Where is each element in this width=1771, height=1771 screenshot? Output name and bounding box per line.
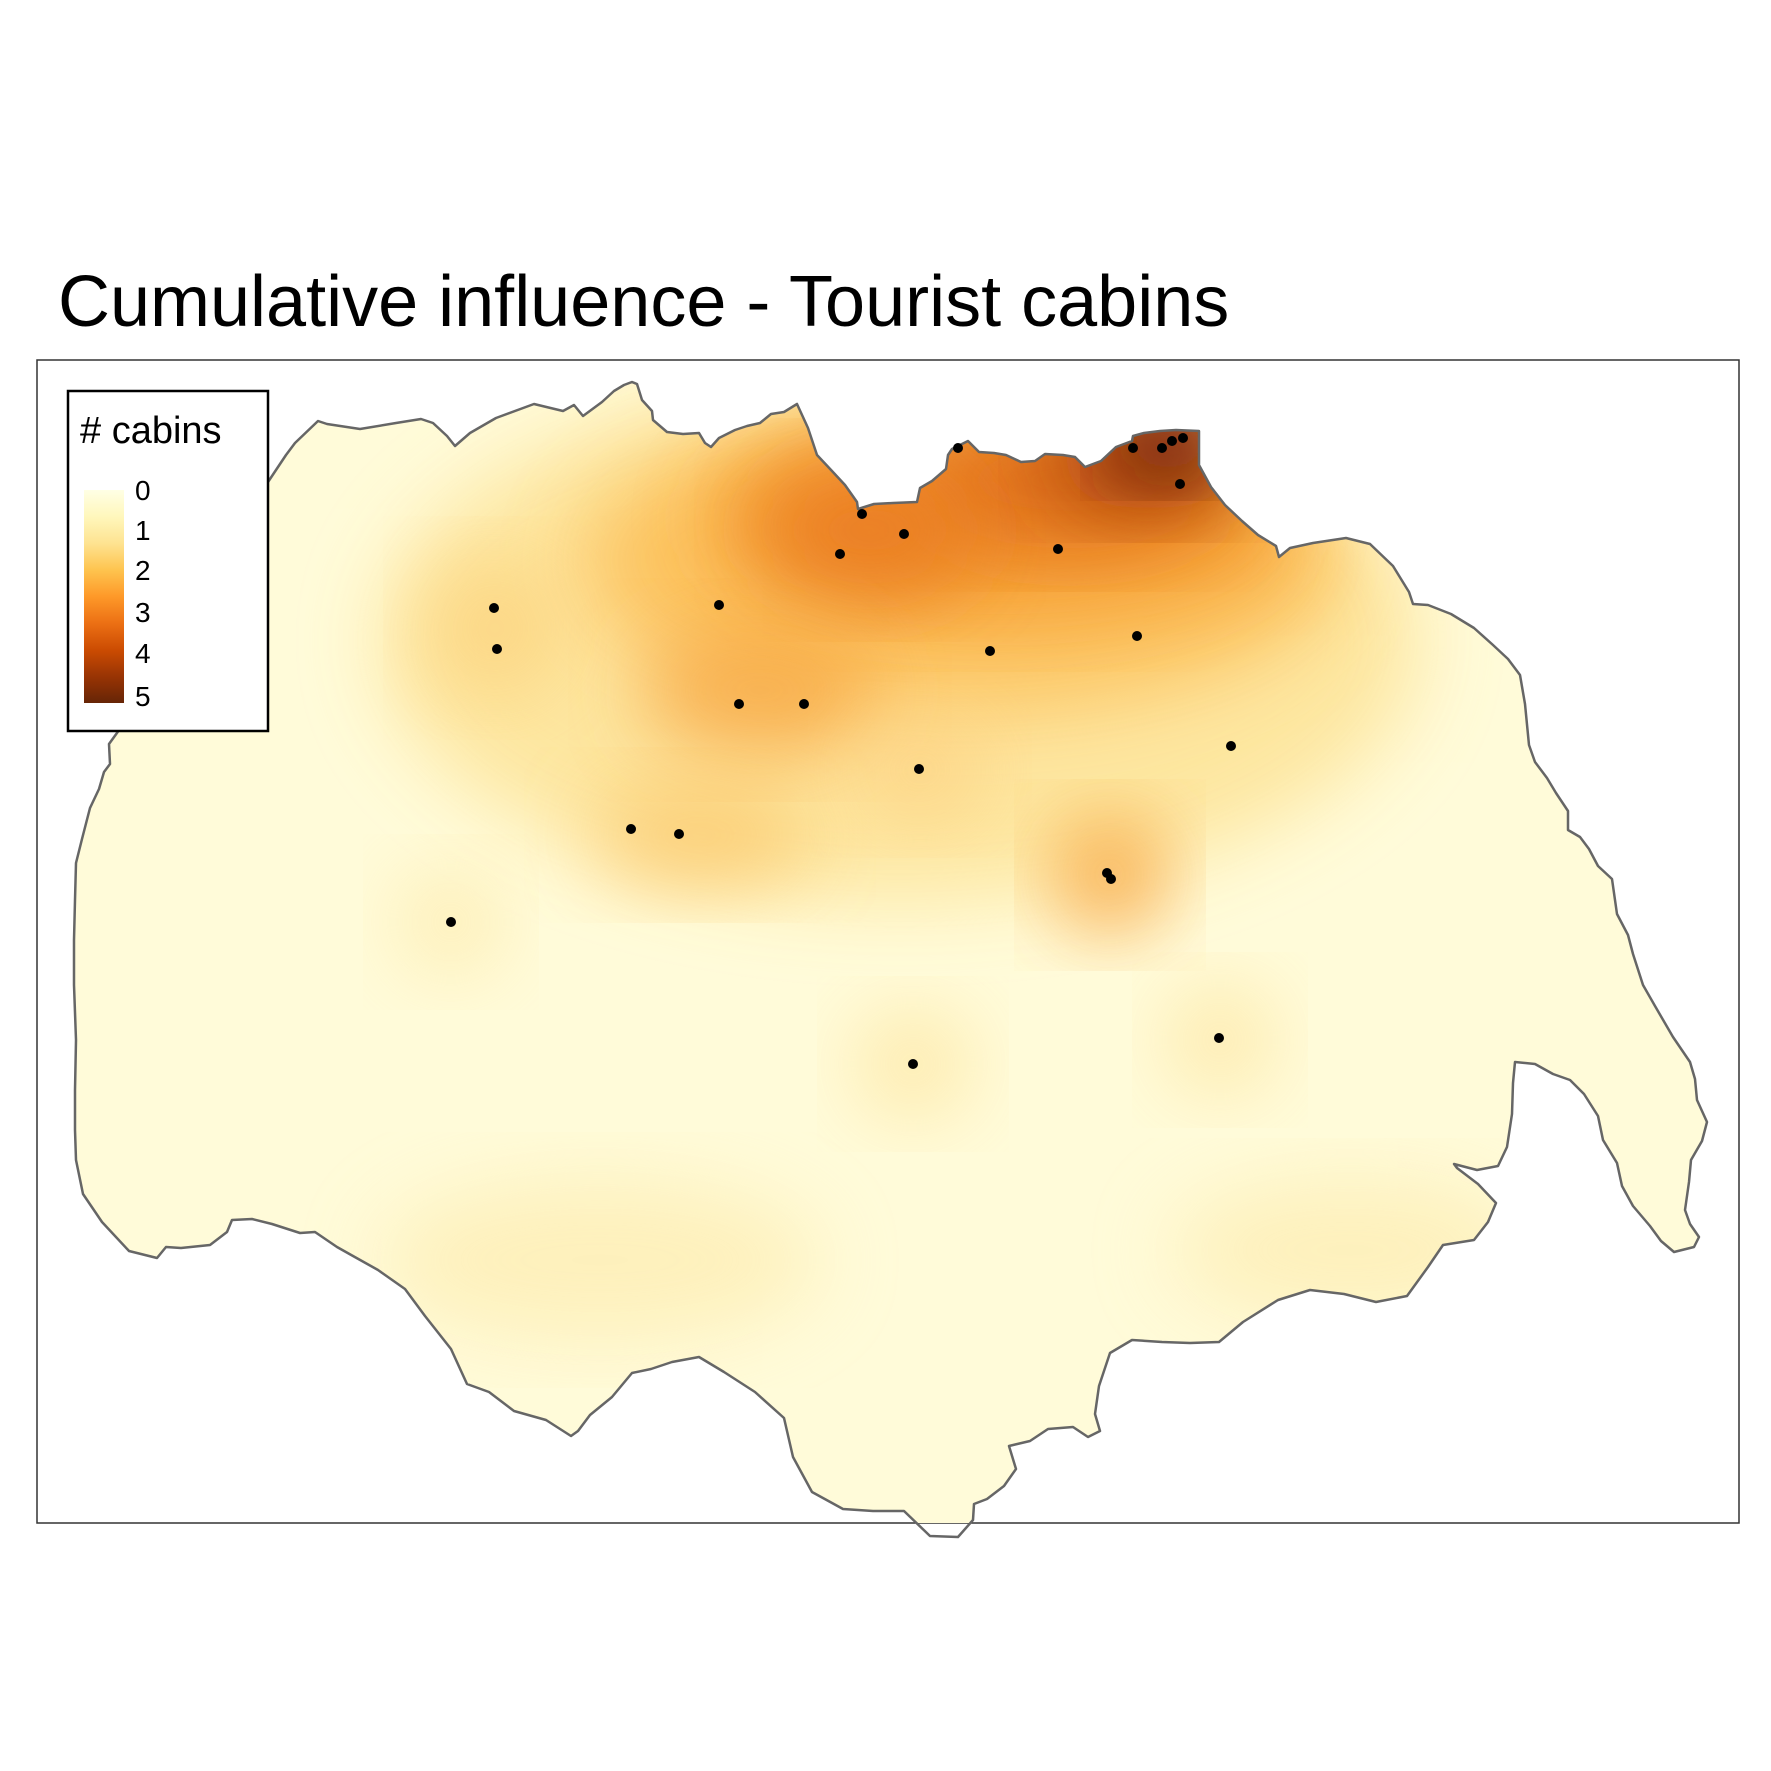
legend: # cabins 0 1 2 3 4 5	[66, 389, 270, 733]
cabin-point	[1226, 741, 1236, 751]
legend-color-ramp	[84, 490, 124, 703]
cabin-point	[1175, 479, 1185, 489]
cabin-point	[985, 646, 995, 656]
cabin-point	[1167, 436, 1177, 446]
legend-label: 3	[135, 597, 151, 628]
cabin-point	[1128, 443, 1138, 453]
cabin-point	[446, 917, 456, 927]
region-boundary	[72, 380, 1709, 1539]
cabin-point	[914, 764, 924, 774]
legend-label: 2	[135, 555, 151, 586]
cabin-point	[908, 1059, 918, 1069]
cabin-point	[835, 549, 845, 559]
cabin-point	[899, 529, 909, 539]
cabin-point	[953, 443, 963, 453]
cabin-point	[674, 829, 684, 839]
cabin-point	[1178, 433, 1188, 443]
legend-label: 1	[135, 515, 151, 546]
legend-label: 0	[135, 475, 151, 506]
map-title: Cumulative influence - Tourist cabins	[58, 262, 1230, 342]
cabin-point	[734, 699, 744, 709]
cabin-points	[446, 433, 1236, 1069]
legend-label: 4	[135, 638, 151, 669]
cabin-point	[1053, 544, 1063, 554]
legend-title: # cabins	[80, 410, 222, 452]
cabin-point	[857, 509, 867, 519]
cabin-point	[1157, 443, 1167, 453]
cabin-point	[1132, 631, 1142, 641]
cabin-point	[626, 824, 636, 834]
cabin-point	[1214, 1033, 1224, 1043]
cabin-point	[489, 603, 499, 613]
cabin-point	[714, 600, 724, 610]
cabin-point	[799, 699, 809, 709]
cabin-point	[1106, 874, 1116, 884]
cabin-point	[492, 644, 502, 654]
legend-label: 5	[135, 681, 151, 712]
